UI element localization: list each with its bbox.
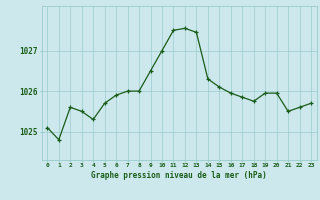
X-axis label: Graphe pression niveau de la mer (hPa): Graphe pression niveau de la mer (hPa) [91,171,267,180]
